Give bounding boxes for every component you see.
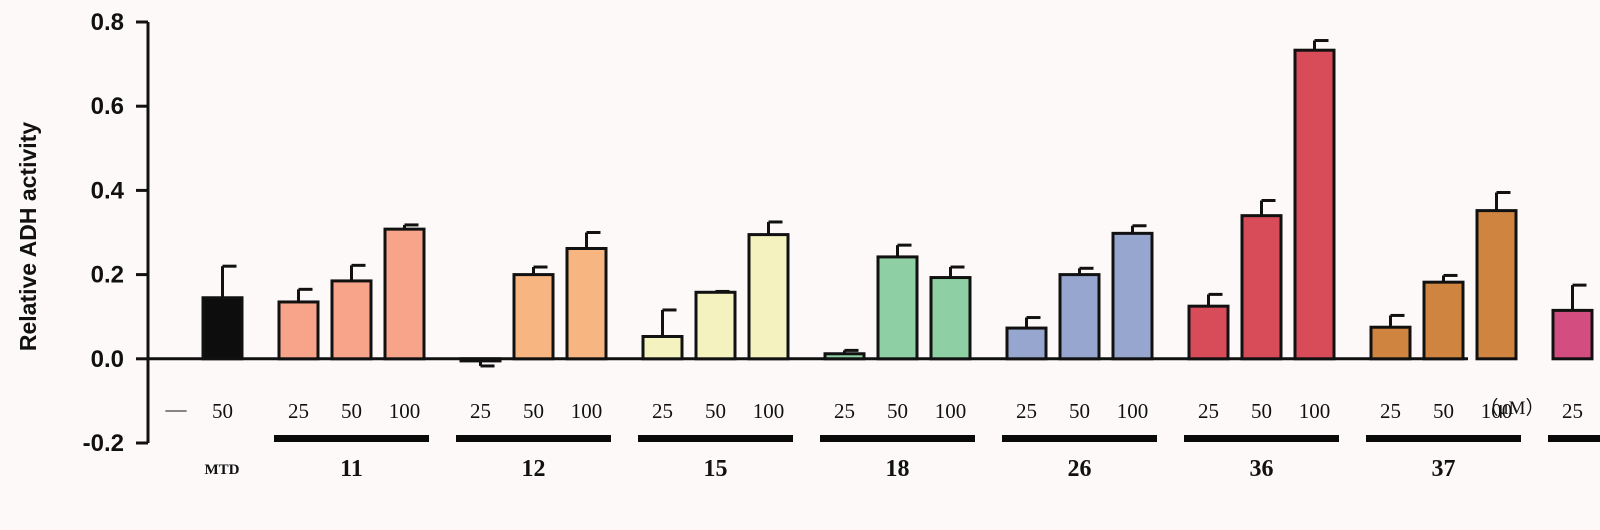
bar [641,334,684,361]
control-label: — [165,397,188,421]
y-ticks: -0.2 0.0 0.2 0.4 0.6 0.8 [83,9,148,457]
bar [694,290,737,361]
y-tick-label: 0.6 [91,93,124,120]
group-underline [638,435,793,442]
group-label: 15 [704,456,728,482]
concentration-label: 100 [935,399,967,423]
concentration-label: 100 [1299,399,1331,423]
bars [201,48,1594,363]
bar [929,276,972,361]
bar [876,255,919,361]
concentration-labels: — 50 25 50 100 25 50 100 25 50 100 25 50 100 25 50 100 2… [165,397,1584,423]
y-axis-label: Relative ADH activity [15,122,41,351]
y-axis: -0.2 0.0 0.2 0.4 0.6 0.8 [83,9,150,457]
concentration-label: 50 [1069,399,1090,423]
group-underline [1002,435,1157,442]
group-label: 11 [340,456,363,482]
concentration-label: 50 [523,399,544,423]
y-tick-label: 0.0 [91,346,124,373]
concentration-label: 25 [288,399,309,423]
concentration-label: 25 [652,399,673,423]
bar [277,300,320,361]
bar [1422,280,1465,361]
concentration-label: 50 [705,399,726,423]
concentration-label: 50 [212,399,233,423]
bar [747,233,790,361]
y-tick-label: 0.2 [91,262,124,289]
group-label: 37 [1432,456,1456,482]
group-label: 18 [886,456,910,482]
group-underline [1548,435,1600,442]
bar [201,296,244,361]
bar [1369,325,1412,361]
bar [1058,273,1101,361]
group-markers: MTD1112151826363738 [205,435,1600,482]
concentration-label: 25 [470,399,491,423]
bar [823,352,866,361]
concentration-label: 25 [1198,399,1219,423]
bar [1475,209,1518,361]
concentration-label: 100 [1117,399,1149,423]
bar [565,246,608,361]
concentration-label: 50 [341,399,362,423]
concentration-label: 100 [753,399,785,423]
error-bars [221,39,1587,368]
bar [1551,308,1594,361]
bar [1005,326,1048,361]
bar [459,357,502,363]
unit-label: （μM） [1479,397,1544,419]
bar [1293,48,1336,361]
concentration-label: 50 [887,399,908,423]
concentration-label: 50 [1433,399,1454,423]
concentration-label: 25 [834,399,855,423]
group-underline [820,435,975,442]
concentration-label: 50 [1251,399,1272,423]
y-tick-label: -0.2 [83,430,124,457]
bar [512,273,555,361]
group-label: 26 [1068,456,1092,482]
bar [1111,231,1154,361]
group-underline [274,435,429,442]
group-underline [1366,435,1521,442]
group-label: 36 [1250,456,1274,482]
bar [1240,214,1283,361]
concentration-label: 25 [1380,399,1401,423]
concentration-label: 100 [389,399,421,423]
concentration-label: 25 [1016,399,1037,423]
bar [330,279,373,361]
y-tick-label: 0.8 [91,9,124,36]
concentration-label: 100 [1481,399,1513,423]
group-underline [456,435,611,442]
group-underline [1184,435,1339,442]
concentration-label: 100 [571,399,603,423]
concentration-label: 25 [1562,399,1583,423]
y-tick-label: 0.4 [91,177,125,204]
group-label: MTD [205,462,240,478]
group-label: 12 [522,456,546,482]
bar [1187,304,1230,361]
bar [383,227,426,361]
